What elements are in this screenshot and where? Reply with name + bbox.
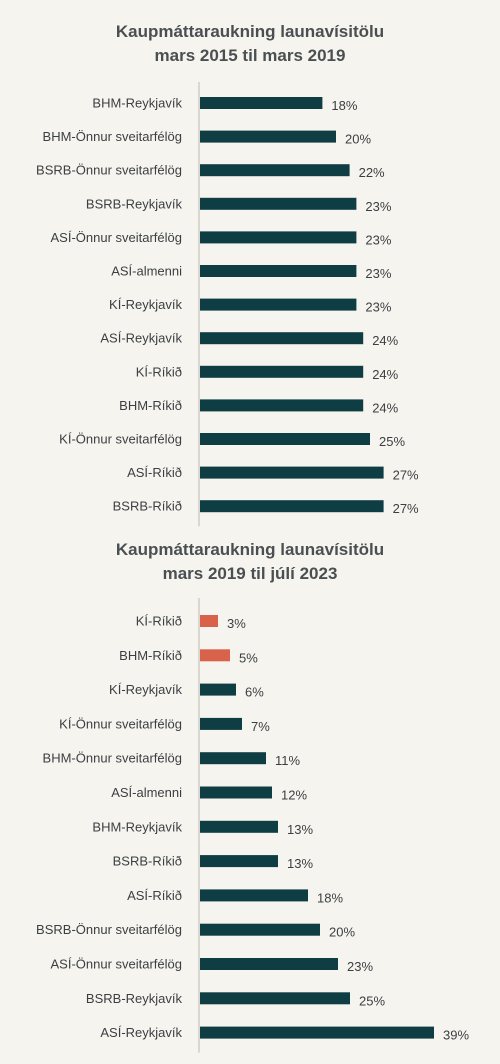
chart2-value-label: 23% [347,959,373,974]
chart2-category-label: ASÍ-almenni [111,785,182,800]
chart2-category-label: BHM-Ríkið [119,648,182,663]
chart2-bar [200,615,218,627]
chart1-value-label: 23% [365,199,391,214]
chart1-subtitle-line: mars 2015 til mars 2019 [154,46,346,65]
chart1-title: Kaupmáttaraukning launavísitölu mars 201… [0,20,500,68]
chart2-bar [200,717,242,730]
chart1-bar [200,164,350,177]
chart2-category-label: BSRB-Ríkið [113,854,182,869]
chart2-category-label: KÍ-Önnur sveitarfélög [59,716,182,731]
chart2-category-label: KÍ-Reykjavík [109,682,182,697]
chart2-value-label: 13% [287,822,313,837]
chart2-value-label: 6% [245,685,264,700]
chart1-value-label: 24% [372,367,398,382]
chart2-bar [200,683,236,696]
chart1-bar [200,500,384,513]
chart2-category-label: ASÍ-Ríkið [127,888,182,903]
chart1-category-label: ASÍ-Ríkið [127,465,182,480]
chart2-value-label: 13% [287,856,313,871]
chart2-title: Kaupmáttaraukning launavísitölu mars 201… [0,538,500,586]
chart1-value-label: 27% [393,468,419,483]
chart1-value-label: 24% [372,333,398,348]
chart2-value-label: 12% [281,788,307,803]
chart2-value-label: 39% [443,1028,469,1043]
chart2-category-label: BSRB-Önnur sveitarfélög [36,922,182,937]
chart1-value-label: 20% [345,132,371,147]
chart1-category-label: BHM-Reykjavík [92,96,182,111]
chart1-value-label: 24% [372,400,398,415]
chart1-bar [200,365,364,378]
chart2-svg: KÍ-Ríkið 3% BHM-Ríkið 5% KÍ-Reykjavík 6% KÍ-Ön… [36,598,469,1053]
chart1-category-label: BSRB-Önnur sveitarfélög [36,163,182,178]
chart1-value-label: 23% [365,266,391,281]
chart2-bar [200,923,320,936]
chart1-value-label: 23% [365,232,391,247]
chart1-bar [200,97,323,109]
chart2-bar [200,992,350,1005]
chart1-bar [200,433,370,445]
chart1-category-label: KÍ-Önnur sveitarfélög [59,432,182,447]
chart1-value-label: 22% [359,165,385,180]
chart1-category-label: ASÍ-almenni [111,264,182,279]
chart1-bar [200,197,357,210]
chart1-value-label: 25% [379,434,405,449]
chart1-title-line: Kaupmáttaraukning launavísitölu [115,22,385,41]
chart1-category-label: ASÍ-Reykjavík [100,331,182,346]
chart1-value-label: 18% [331,98,357,113]
chart1-svg: BHM-Reykjavík 18% BHM-Önnur sveitarfélög 20… [36,82,419,527]
chart2-category-label: BHM-Reykjavík [92,819,182,834]
chart1-bar [200,130,336,143]
chart2-bar [200,889,308,902]
chart2-bar [200,820,278,833]
chart2-value-label: 7% [251,719,270,734]
chart1-category-label: BHM-Önnur sveitarfélög [43,129,182,144]
chart1-category-label: KÍ-Reykjavík [109,297,182,312]
chart1-category-label: BSRB-Reykjavík [86,196,183,211]
chart1-value-label: 23% [365,300,391,315]
chart2-category-label: ASÍ-Önnur sveitarfélög [50,957,182,972]
chart2-value-label: 18% [317,890,343,905]
chart1-category-label: BSRB-Ríkið [113,499,182,514]
chart2-value-label: 11% [275,753,300,768]
chart2-category-label: ASÍ-Reykjavík [100,1025,182,1040]
chart1-category-label: ASÍ-Önnur sveitarfélög [50,230,182,245]
chart2-title-line: Kaupmáttaraukning launavísitölu [115,540,385,559]
chart2-category-label: BSRB-Reykjavík [86,991,183,1006]
chart2-bar [200,958,338,970]
chart1-category-label: KÍ-Ríkið [136,364,182,379]
chart2-category-label: KÍ-Ríkið [136,614,182,629]
chart2-bar [200,752,266,765]
chart2-value-label: 5% [239,650,258,665]
chart1-bar [200,466,384,479]
chart2-subtitle-line: mars 2019 til júlí 2023 [162,564,338,583]
chart1-bar [200,399,364,412]
chart2-bar [200,855,278,868]
chart2-bar [200,786,272,799]
chart2-bar [200,1026,434,1039]
chart2-bar [200,649,230,662]
chart2-value-label: 25% [359,993,385,1008]
chart1-bar [200,298,357,311]
chart1-bar [200,265,357,277]
chart2-category-label: BHM-Önnur sveitarfélög [43,751,182,766]
chart2-value-label: 20% [329,925,355,940]
chart2-value-label: 3% [227,616,246,631]
chart1-value-label: 27% [393,501,419,516]
chart1-bar [200,231,357,244]
chart1-category-label: BHM-Ríkið [119,398,182,413]
chart1-bar [200,332,364,345]
